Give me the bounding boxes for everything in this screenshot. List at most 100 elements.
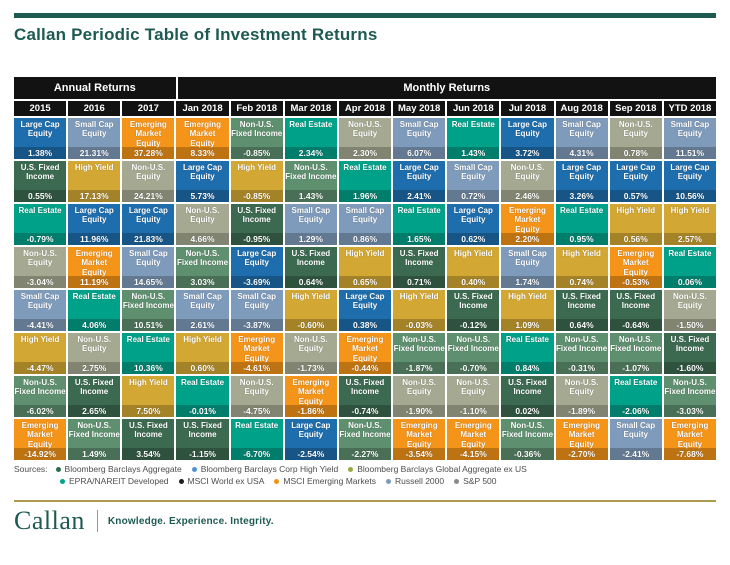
column-header: Jun 2018	[447, 101, 500, 116]
return-cell: Large Cap Equity 3.72%	[501, 118, 554, 159]
return-value: 3.72%	[501, 147, 554, 159]
asset-class-label: Large Cap Equity	[670, 163, 710, 182]
asset-class-label: Non-U.S. Fixed Income	[556, 335, 608, 354]
asset-class-label: Non-U.S. Fixed Income	[393, 335, 445, 354]
return-value: 1.09%	[501, 319, 554, 331]
periodic-table: Annual Returns Monthly Returns 2015 2016 20…	[14, 77, 716, 460]
return-value: 6.07%	[393, 147, 446, 159]
footer-tagline: Knowledge. Experience. Integrity.	[107, 515, 274, 527]
asset-class-label: Non-U.S. Equity	[23, 249, 57, 268]
asset-class-label: Small Cap Equity	[562, 120, 601, 139]
return-cell: Small Cap Equity 2.61%	[176, 290, 229, 331]
return-value: -2.27%	[338, 448, 392, 460]
return-cell: Real Estate 1.65%	[393, 204, 446, 245]
return-cell: U.S. Fixed Income 3.54%	[122, 419, 175, 460]
return-cell: High Yield 0.40%	[447, 247, 500, 288]
return-cell: Non-U.S. Fixed Income -3.03%	[663, 376, 716, 417]
asset-class-label: Non-U.S. Fixed Income	[339, 421, 391, 440]
asset-class-label: High Yield	[399, 292, 439, 301]
source-name: Bloomberg Barclays Corp High Yield	[200, 464, 339, 474]
return-value: 8.33%	[176, 147, 229, 159]
return-value: -6.70%	[230, 448, 283, 460]
return-cell: U.S. Fixed Income 2.65%	[68, 376, 121, 417]
return-cell: Real Estate 1.96%	[338, 161, 392, 202]
column-header: 2016	[68, 101, 121, 116]
asset-class-label: Real Estate	[126, 335, 170, 344]
asset-class-label: Large Cap Equity	[507, 120, 548, 139]
return-value: -3.54%	[393, 448, 446, 460]
return-value: 2.65%	[68, 405, 121, 417]
asset-class-label: High Yield	[453, 249, 493, 258]
group-header: Annual Returns	[14, 77, 176, 99]
return-cell: High Yield 0.56%	[609, 204, 662, 245]
return-value: -3.03%	[663, 405, 716, 417]
asset-class-label: Non-U.S. Equity	[456, 378, 491, 397]
return-cell: Large Cap Equity 2.41%	[393, 161, 446, 202]
return-cell: Non-U.S. Equity 2.30%	[338, 118, 392, 159]
return-cell: High Yield -4.47%	[14, 333, 67, 374]
asset-class-label: Real Estate	[505, 335, 550, 344]
return-cell: Large Cap Equity 5.73%	[176, 161, 229, 202]
asset-class-label: Large Cap Equity	[128, 206, 168, 225]
return-cell: Real Estate -0.79%	[14, 204, 67, 245]
return-value: -0.95%	[230, 233, 283, 245]
return-value: 3.03%	[176, 276, 229, 288]
return-value: 1.43%	[284, 190, 337, 202]
return-value: 4.66%	[176, 233, 229, 245]
asset-class-label: U.S. Fixed Income	[291, 249, 331, 268]
return-value: 2.30%	[338, 147, 392, 159]
return-cell: Non-U.S. Fixed Income 1.49%	[68, 419, 121, 460]
return-value: 1.74%	[501, 276, 554, 288]
return-cell: Real Estate 10.36%	[122, 333, 175, 374]
asset-class-label: Large Cap Equity	[453, 206, 493, 225]
asset-class-label: Non-U.S. Fixed Income	[501, 421, 554, 440]
return-cell: U.S. Fixed Income 0.64%	[284, 247, 337, 288]
return-cell: U.S. Fixed Income -0.12%	[447, 290, 500, 331]
return-cell: Large Cap Equity 0.62%	[447, 204, 500, 245]
asset-class-label: Real Estate	[289, 120, 333, 129]
asset-class-label: Emerging Market Equity	[509, 206, 546, 234]
return-cell: U.S. Fixed Income -0.74%	[338, 376, 392, 417]
return-value: -2.54%	[284, 448, 337, 460]
return-cell: Non-U.S. Equity 2.75%	[68, 333, 121, 374]
return-cell: Small Cap Equity 1.74%	[501, 247, 554, 288]
column-header: Mar 2018	[284, 101, 337, 116]
return-value: -7.68%	[663, 448, 716, 460]
asset-class-label: High Yield	[74, 163, 114, 172]
return-cell: U.S. Fixed Income -1.15%	[176, 419, 229, 460]
return-cell: High Yield 17.13%	[68, 161, 121, 202]
return-cell: Large Cap Equity -2.54%	[284, 419, 337, 460]
return-value: 2.34%	[284, 147, 337, 159]
return-cell: Emerging Market Equity 37.28%	[122, 118, 175, 159]
return-value: 17.13%	[68, 190, 121, 202]
return-value: 11.19%	[68, 276, 121, 288]
return-cell: Real Estate 4.06%	[68, 290, 121, 331]
return-value: -4.75%	[230, 405, 283, 417]
return-cell: Non-U.S. Equity 0.78%	[609, 118, 662, 159]
return-cell: Emerging Market Equity -4.15%	[447, 419, 500, 460]
asset-class-label: Real Estate	[72, 292, 116, 301]
return-value: -3.87%	[230, 319, 283, 331]
return-value: 10.36%	[122, 362, 175, 374]
return-cell: Emerging Market Equity 2.20%	[501, 204, 554, 245]
return-cell: High Yield 0.74%	[555, 247, 608, 288]
return-value: 0.38%	[338, 319, 392, 331]
asset-class-label: Non-U.S. Equity	[402, 378, 437, 397]
return-value: -3.69%	[230, 276, 283, 288]
return-cell: Non-U.S. Fixed Income -2.27%	[338, 419, 392, 460]
return-cell: Small Cap Equity 1.29%	[284, 204, 337, 245]
sources-label: Sources:	[14, 464, 48, 474]
asset-class-label: U.S. Fixed Income	[237, 206, 277, 225]
legend-dot-icon	[178, 478, 184, 484]
asset-class-label: Non-U.S. Equity	[185, 206, 220, 225]
asset-class-label: Real Estate	[180, 378, 225, 387]
legend-dot-icon	[60, 478, 65, 484]
return-cell: Non-U.S. Equity -1.73%	[284, 333, 337, 374]
source-item: S&P 500	[454, 475, 497, 487]
asset-class-label: High Yield	[562, 249, 601, 258]
return-value: 0.64%	[555, 319, 608, 331]
return-cell: U.S. Fixed Income 0.55%	[14, 161, 67, 202]
asset-class-label: Small Cap Equity	[129, 249, 168, 268]
return-value: 11.51%	[663, 147, 716, 159]
return-cell: Emerging Market Equity -3.54%	[393, 419, 446, 460]
